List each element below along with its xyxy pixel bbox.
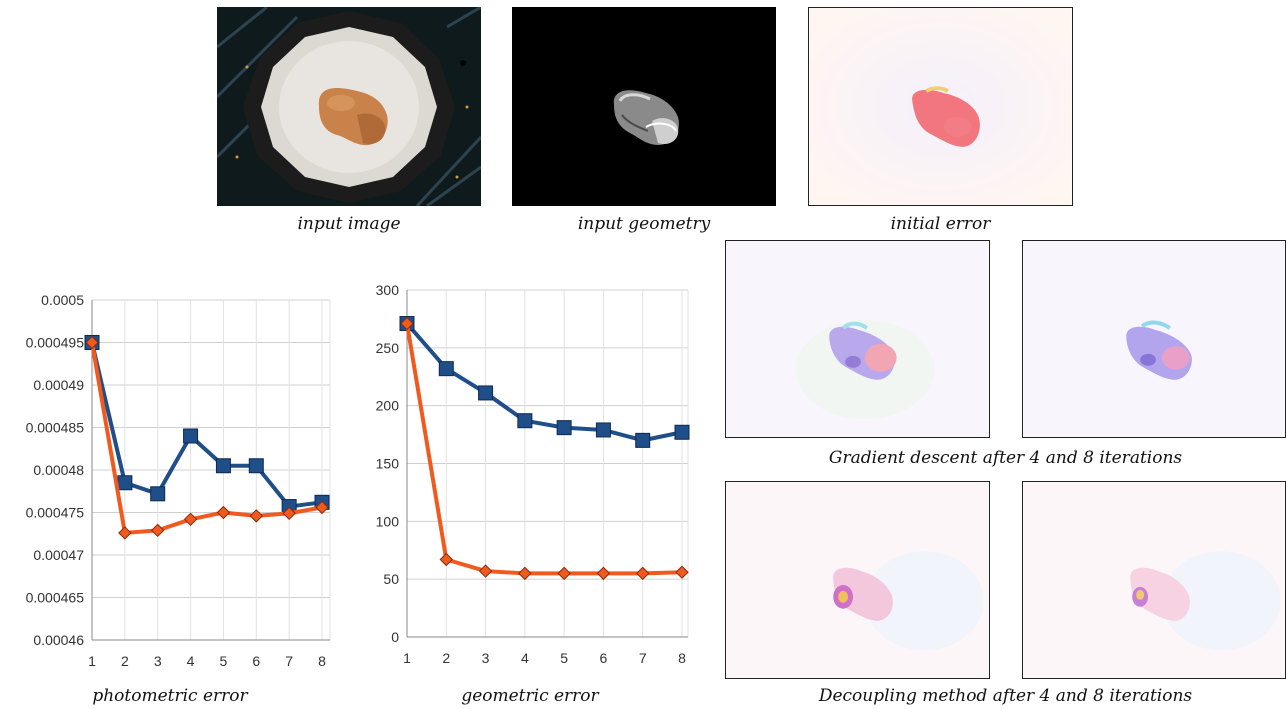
photometric-error-chart: 0.0005 0.000495 0.00049 0.000485 0.00048 0.00… <box>0 288 340 678</box>
chart0-y-tick-label: 0.00047 <box>33 547 84 563</box>
chart1-x-tick-label: 1 <box>403 650 411 666</box>
chart1-y-tick-label: 200 <box>376 398 400 414</box>
chart0-y-tick-label: 0.000465 <box>26 590 85 606</box>
gradient-descent-4-iter-panel <box>725 240 990 438</box>
chart1-series-0-point <box>674 424 690 440</box>
photometric-error-svg: 0.0005 0.000495 0.00049 0.000485 0.00048 0.00… <box>26 292 331 669</box>
chart0-y-tick-label: 0.00048 <box>33 462 84 478</box>
chart0-x-tick-label: 6 <box>252 653 260 669</box>
caption-gradient-descent: Gradient descent after 4 and 8 iteration… <box>828 448 1183 468</box>
chart0-y-tick-label: 0.00049 <box>33 377 84 393</box>
caption-input-image: input image <box>297 214 401 234</box>
chart0-x-tick-label: 1 <box>88 653 96 669</box>
decoupling-8-iter-panel <box>1022 481 1286 679</box>
chart1-x-tick-label: 4 <box>521 650 529 666</box>
chart1-series-0-point <box>478 385 494 401</box>
chart1-series-0-point <box>438 361 454 377</box>
chart1-series-0-point <box>556 420 572 436</box>
chart1-series-1-point <box>557 566 571 581</box>
gradient-descent-8-iter-map <box>1023 241 1285 437</box>
caption-input-geometry: input geometry <box>577 214 711 234</box>
chart1-series-1-point <box>478 564 493 578</box>
decoupling-8-iter-map <box>1023 482 1285 678</box>
chart1-series-1-point <box>596 566 611 581</box>
chart0-x-tick-label: 4 <box>187 653 195 669</box>
chart1-y-tick-label: 0 <box>391 629 399 645</box>
chart0-series-1-point <box>249 509 263 523</box>
caption-initial-error: initial error <box>890 214 991 234</box>
chart0-series-0-point <box>183 428 199 444</box>
chart0-y-tick-label: 0.000475 <box>26 505 85 521</box>
chart1-x-tick-label: 2 <box>442 650 450 666</box>
chart0-y-tick-label: 0.0005 <box>41 292 84 308</box>
chart0-series-1-point <box>315 500 329 515</box>
input-image-panel <box>217 7 481 206</box>
chart0-x-tick-label: 5 <box>220 653 228 669</box>
initial-error-map <box>809 8 1072 205</box>
chart1-series-0-line <box>405 322 683 443</box>
chart0-series-1-point <box>151 523 165 538</box>
chart0-series-1-point <box>183 512 198 527</box>
chart0-x-tick-label: 3 <box>154 653 162 669</box>
caption-geometric-error: geometric error <box>461 686 599 706</box>
chart0-series-1-point <box>216 505 231 520</box>
geometric-error-svg: 300 250 200 150 100 50 01 2 3 4 5 6 7 8 <box>376 282 690 666</box>
chart1-x-tick-label: 7 <box>639 650 647 666</box>
input-geometry-render <box>512 7 776 206</box>
decoupling-4-iter-panel <box>725 481 990 679</box>
chart0-series-0-point <box>150 486 166 502</box>
chart0-y-tick-label: 0.000485 <box>26 420 85 436</box>
input-geometry-panel <box>512 7 776 206</box>
chart0-series-1-point <box>118 526 132 540</box>
chart1-y-tick-label: 300 <box>376 282 400 298</box>
input-image-photo <box>217 7 481 206</box>
chart0-x-tick-label: 7 <box>285 653 293 669</box>
caption-decoupling: Decoupling method after 4 and 8 iteratio… <box>818 686 1193 706</box>
chart1-x-tick-label: 6 <box>600 650 608 666</box>
chart0-y-tick-label: 0.00046 <box>33 632 84 648</box>
chart0-y-tick-label: 0.000495 <box>26 335 85 351</box>
initial-error-panel <box>808 7 1073 206</box>
chart0-series-0-point <box>248 458 264 474</box>
chart1-y-tick-label: 150 <box>376 456 400 472</box>
chart1-series-1-point <box>636 566 650 581</box>
chart1-series-1-point <box>400 316 414 331</box>
chart1-series-0-point <box>635 432 651 448</box>
chart0-series-0-point <box>215 458 231 474</box>
chart0-x-tick-label: 8 <box>318 653 326 669</box>
chart0-series-0-point <box>117 475 133 491</box>
chart1-x-tick-label: 8 <box>678 650 686 666</box>
chart1-y-tick-label: 100 <box>376 513 400 529</box>
chart0-x-tick-label: 2 <box>121 653 129 669</box>
chart1-series-1-line <box>405 323 683 576</box>
chart1-series-0-point <box>517 413 533 429</box>
chart1-x-tick-label: 5 <box>560 650 568 666</box>
chart1-series-0-point <box>595 422 611 438</box>
decoupling-4-iter-map <box>726 482 989 678</box>
chart1-series-1-point <box>675 565 689 579</box>
chart1-series-1-point <box>439 552 453 567</box>
chart1-y-tick-label: 50 <box>383 571 399 587</box>
chart1-series-1-point <box>518 566 532 581</box>
chart0-series-1-point <box>85 335 99 350</box>
gradient-descent-8-iter-panel <box>1022 240 1286 438</box>
chart0-series-1-point <box>282 506 296 521</box>
chart1-y-tick-label: 250 <box>376 340 400 356</box>
caption-photometric-error: photometric error <box>92 686 248 706</box>
gradient-descent-4-iter-map <box>726 241 989 437</box>
geometric-error-chart: 300 250 200 150 100 50 0 1 2 3 4 5 6 7 8 <box>345 280 695 678</box>
chart1-x-tick-label: 3 <box>482 650 490 666</box>
